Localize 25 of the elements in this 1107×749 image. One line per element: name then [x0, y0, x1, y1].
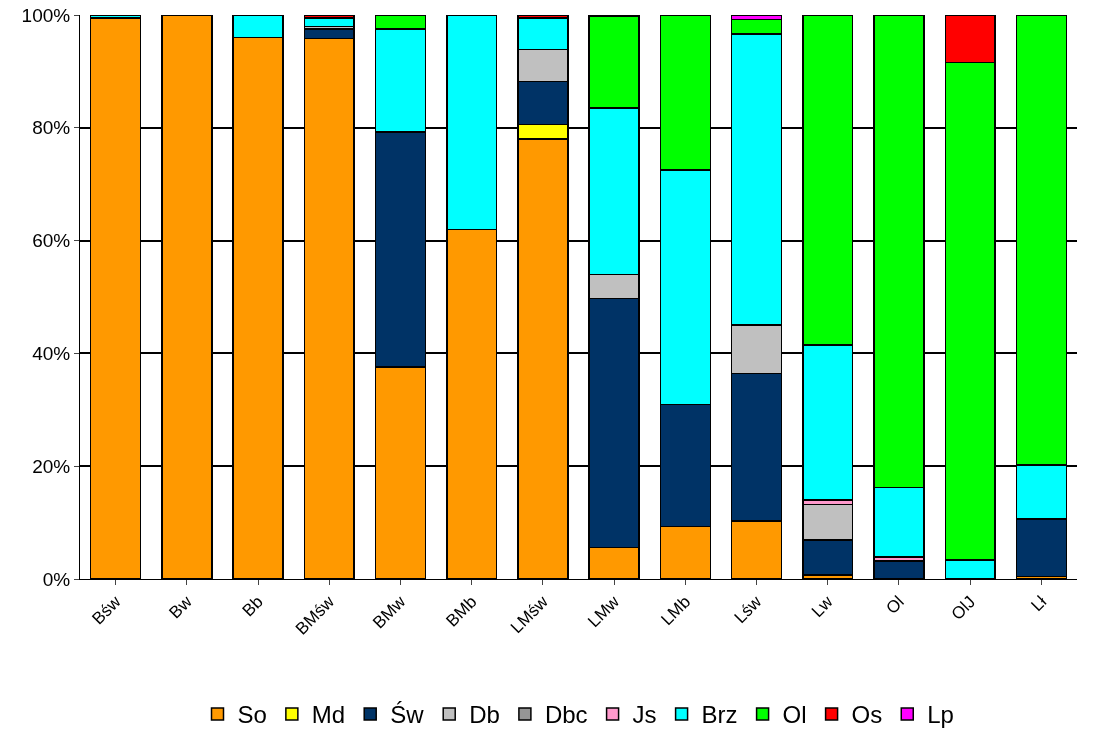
legend-label: Md	[311, 701, 346, 729]
x-tick-label: OlJ	[947, 592, 980, 624]
legend-label: Lp	[927, 701, 954, 729]
legend-label: Dbc	[544, 701, 588, 729]
legend-label: Ol	[782, 701, 807, 729]
legend-label: Os	[851, 701, 883, 729]
x-tick-label: Lśw	[730, 591, 766, 628]
x-tick-label: Lł	[1027, 592, 1051, 616]
y-tick-label: 80%	[32, 117, 71, 139]
y-tick-label: 40%	[32, 343, 71, 365]
y-tick-label: 20%	[32, 455, 71, 477]
y-tick-label: 0%	[42, 568, 71, 590]
legend-label: Św	[390, 701, 425, 729]
legend-label: Js	[632, 701, 657, 729]
y-tick-label: 100%	[21, 4, 71, 26]
y-tick-label: 60%	[32, 230, 71, 252]
x-tick-label: Lw	[807, 591, 838, 622]
x-tick-label: Ol	[882, 592, 908, 618]
legend-label: Brz	[701, 701, 738, 729]
x-tick-label: Bw	[165, 591, 197, 623]
x-tick-label: LMb	[657, 592, 695, 630]
x-tick-label: Bb	[238, 592, 267, 621]
legend-label: So	[237, 701, 267, 729]
x-tick-label: Bśw	[88, 591, 125, 629]
legend-label: Db	[469, 701, 500, 729]
